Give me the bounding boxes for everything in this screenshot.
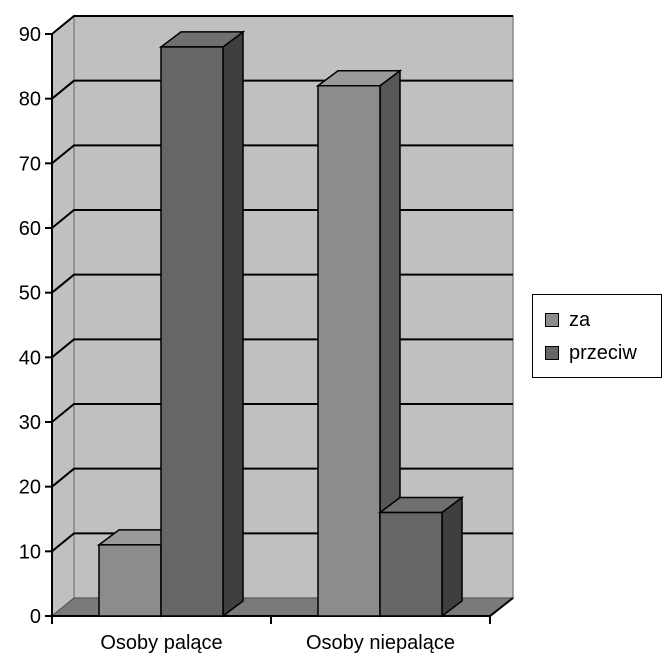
y-tick-label: 50 bbox=[19, 283, 41, 305]
y-tick-label: 30 bbox=[19, 412, 41, 434]
bars bbox=[96, 30, 465, 618]
legend-label-za: za bbox=[569, 308, 591, 331]
bar-side bbox=[222, 30, 244, 618]
y-tick-label: 0 bbox=[30, 606, 41, 628]
legend-label-przeciw: przeciw bbox=[569, 341, 637, 364]
bar-przeciw-0 bbox=[158, 30, 246, 618]
x-category-label: Osoby niepalące bbox=[306, 632, 455, 654]
bar-za-1 bbox=[315, 69, 403, 618]
y-tick-label: 40 bbox=[19, 347, 41, 369]
y-tick-label: 20 bbox=[19, 477, 41, 499]
bar-front bbox=[379, 511, 443, 617]
legend-swatch-za bbox=[545, 313, 559, 327]
legend: za przeciw bbox=[532, 294, 662, 378]
bar-przeciw-1 bbox=[377, 496, 465, 618]
x-category-label: Osoby palące bbox=[100, 632, 222, 654]
y-axis-tick-labels: 0 10 20 30 40 50 60 70 80 90 bbox=[19, 24, 41, 628]
bar-side bbox=[441, 496, 463, 618]
gridline bbox=[51, 15, 513, 35]
legend-swatch-przeciw bbox=[545, 346, 559, 360]
legend-item-przeciw: przeciw bbox=[545, 341, 637, 365]
x-axis-category-labels: Osoby palące Osoby niepalące bbox=[100, 632, 455, 654]
legend-item-za: za bbox=[545, 308, 590, 332]
bar-front bbox=[98, 544, 162, 617]
x-axis-depth-line bbox=[489, 597, 514, 617]
bar-front bbox=[160, 46, 224, 617]
y-tick-label: 60 bbox=[19, 218, 41, 240]
y-tick-label: 90 bbox=[19, 24, 41, 46]
bar-front bbox=[317, 84, 381, 617]
y-tick-label: 10 bbox=[19, 541, 41, 563]
side-wall bbox=[51, 14, 75, 618]
y-tick-label: 80 bbox=[19, 89, 41, 111]
y-tick-label: 70 bbox=[19, 153, 41, 175]
